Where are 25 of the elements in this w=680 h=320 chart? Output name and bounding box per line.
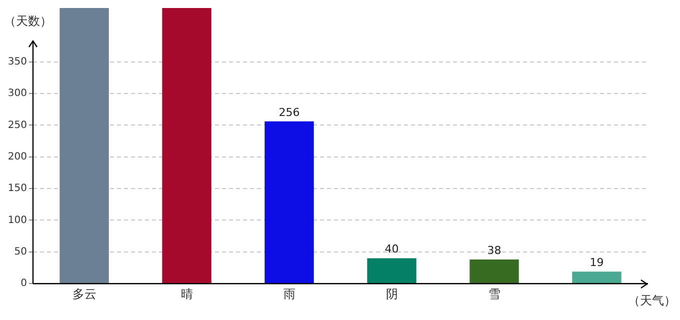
y-tick-label: 200 [8,151,27,162]
x-tick-label: 阴 [386,286,398,301]
x-tick-label: 晴 [180,286,193,301]
y-tick-label: 0 [20,278,27,290]
x-axis-title: （天气） [628,294,676,308]
bar [162,8,212,284]
bar [60,8,109,284]
bar [572,272,622,284]
y-tick-label: 250 [8,120,27,131]
data-label: 40 [384,242,399,256]
y-tick-label: 350 [8,56,27,68]
x-tick-label: 雨 [283,286,296,301]
x-tick-label: 雪 [488,286,500,301]
bar [264,121,314,284]
data-label: 38 [487,244,502,257]
bar [470,260,519,284]
y-tick-label: 100 [8,214,27,226]
bar [367,258,416,284]
y-tick-label: 150 [8,183,27,194]
y-axis-title: （天数） [4,14,52,28]
data-label: 19 [590,256,604,269]
y-tick-label: 300 [8,88,27,100]
x-tick-label: 多云 [72,286,96,301]
data-label: 256 [278,106,300,119]
y-tick-label: 50 [14,246,27,258]
